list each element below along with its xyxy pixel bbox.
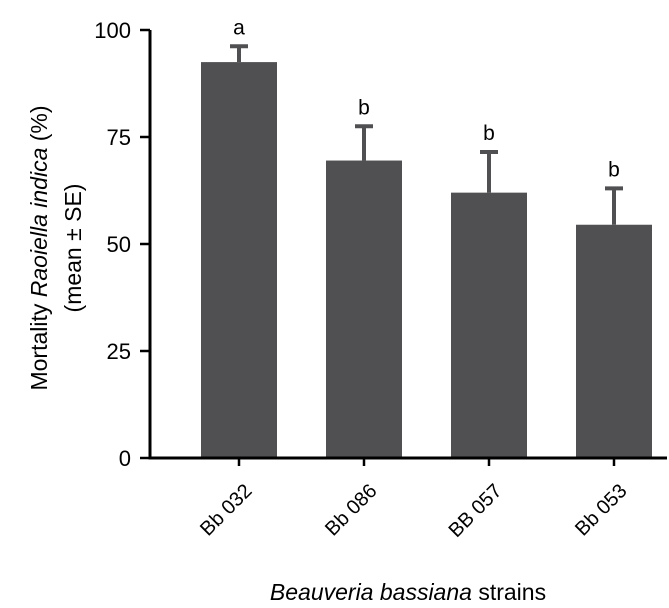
y-axis-title-part: Mortality <box>26 297 52 390</box>
y-axis-title-part: (mean ± SE) <box>60 184 86 313</box>
y-tick-label: 100 <box>94 18 131 43</box>
error-bars-layer <box>230 44 623 225</box>
y-axis-title-part: (%) <box>26 105 52 147</box>
y-tick-label: 75 <box>107 125 131 150</box>
x-axis-title-part: strains <box>472 579 546 605</box>
x-tick-label: Bb 086 <box>321 480 381 540</box>
x-tick-label: Bb 053 <box>571 480 631 540</box>
y-axis-title: Mortality Raoiella indica (%) (mean ± SE) <box>26 105 86 390</box>
significance-label: b <box>608 158 620 181</box>
x-axis-title: Beauveria bassiana strains <box>270 579 546 605</box>
y-axis-ticks: 0 25 50 75 100 <box>94 18 150 471</box>
x-tick-label: Bb 032 <box>196 480 256 540</box>
x-axis-title-part: Beauveria bassiana <box>270 579 472 605</box>
significance-label: b <box>483 122 495 145</box>
significance-label: a <box>233 16 245 39</box>
significance-label: b <box>358 96 370 119</box>
y-tick-label: 50 <box>107 232 131 257</box>
significance-labels: a b b b <box>233 16 620 181</box>
bar <box>326 160 402 459</box>
bar <box>576 224 652 458</box>
x-tick-label: BB 057 <box>445 480 507 542</box>
y-tick-label: 25 <box>107 339 131 364</box>
y-tick-label: 0 <box>119 446 131 471</box>
x-axis-ticks: Bb 032 Bb 086 BB 057 Bb 053 <box>196 458 632 542</box>
bar <box>451 192 527 458</box>
bars-layer <box>201 62 652 459</box>
y-axis-title-part: Raoiella indica <box>26 148 52 298</box>
bar <box>201 62 277 458</box>
